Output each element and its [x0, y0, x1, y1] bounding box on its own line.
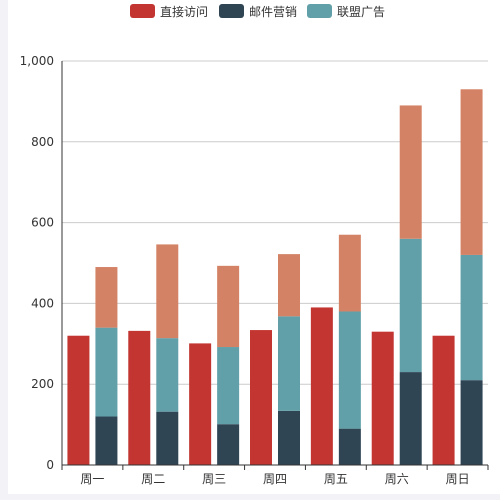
y-tick-label-2: 400	[31, 296, 54, 310]
bar-s1-周三[interactable]	[189, 343, 212, 465]
bar-s2-周六[interactable]	[399, 372, 422, 465]
bar-s4-周一[interactable]	[95, 267, 118, 328]
legend-label-1[interactable]: 直接访问	[160, 4, 208, 19]
y-tick-label-0: 0	[46, 458, 54, 472]
legend-swatch-1[interactable]	[130, 4, 155, 18]
x-tick-label-6: 周六	[385, 472, 409, 486]
bar-s3-周一[interactable]	[95, 327, 118, 417]
x-tick-label-7: 周日	[446, 472, 470, 486]
bar-s1-周五[interactable]	[310, 307, 333, 465]
legend: 直接访问 邮件营销 联盟广告	[130, 4, 385, 19]
legend-swatch-2[interactable]	[219, 4, 244, 18]
bar-s1-周四[interactable]	[250, 330, 272, 465]
left-edge-strip	[0, 0, 8, 500]
bar-s1-周一[interactable]	[67, 335, 90, 465]
bar-s4-周三[interactable]	[217, 265, 240, 348]
bar-s4-周日[interactable]	[460, 89, 483, 255]
bar-s2-周一[interactable]	[95, 416, 118, 465]
legend-label-3[interactable]: 联盟广告	[337, 5, 385, 19]
bar-s3-周三[interactable]	[217, 347, 240, 425]
bar-s4-周二[interactable]	[156, 244, 179, 339]
legend-label-2[interactable]: 邮件营销	[249, 5, 297, 19]
bar-s1-周六[interactable]	[371, 331, 394, 465]
bar-s4-周四[interactable]	[278, 254, 300, 317]
bar-s2-周四[interactable]	[278, 410, 300, 465]
x-tick-label-1: 周一	[80, 472, 104, 486]
bottom-edge-strip	[0, 494, 500, 500]
y-tick-label-5: 1,000	[20, 54, 54, 68]
x-tick-label-4: 周四	[263, 472, 287, 486]
bar-s3-周五[interactable]	[338, 311, 361, 429]
bar-s2-周三[interactable]	[217, 424, 240, 465]
bar-s3-周六[interactable]	[399, 238, 422, 373]
x-tick-label-2: 周二	[141, 472, 165, 486]
bar-s1-周日[interactable]	[432, 335, 455, 465]
y-axis: 0 200 400 600 800 1,000	[20, 54, 54, 472]
x-tick-label-5: 周五	[324, 472, 348, 486]
y-tick-label-1: 200	[31, 377, 54, 391]
bar-s4-周六[interactable]	[399, 105, 422, 239]
legend-swatch-3[interactable]	[307, 4, 332, 18]
bars	[67, 89, 483, 465]
bar-s2-周日[interactable]	[460, 380, 483, 465]
x-axis: 周一 周二 周三 周四 周五 周六 周日	[61, 61, 489, 486]
y-tick-label-3: 600	[31, 216, 54, 230]
bar-s3-周日[interactable]	[460, 254, 483, 381]
bar-s3-周四[interactable]	[278, 316, 300, 411]
grid-lines	[62, 60, 488, 385]
bar-s2-周五[interactable]	[338, 428, 361, 465]
bar-s3-周二[interactable]	[156, 338, 179, 412]
bar-s4-周五[interactable]	[338, 234, 361, 312]
y-tick-label-4: 800	[31, 135, 54, 149]
x-tick-label-3: 周三	[202, 472, 226, 486]
bar-s2-周二[interactable]	[156, 411, 179, 465]
bar-s1-周二[interactable]	[128, 330, 151, 465]
